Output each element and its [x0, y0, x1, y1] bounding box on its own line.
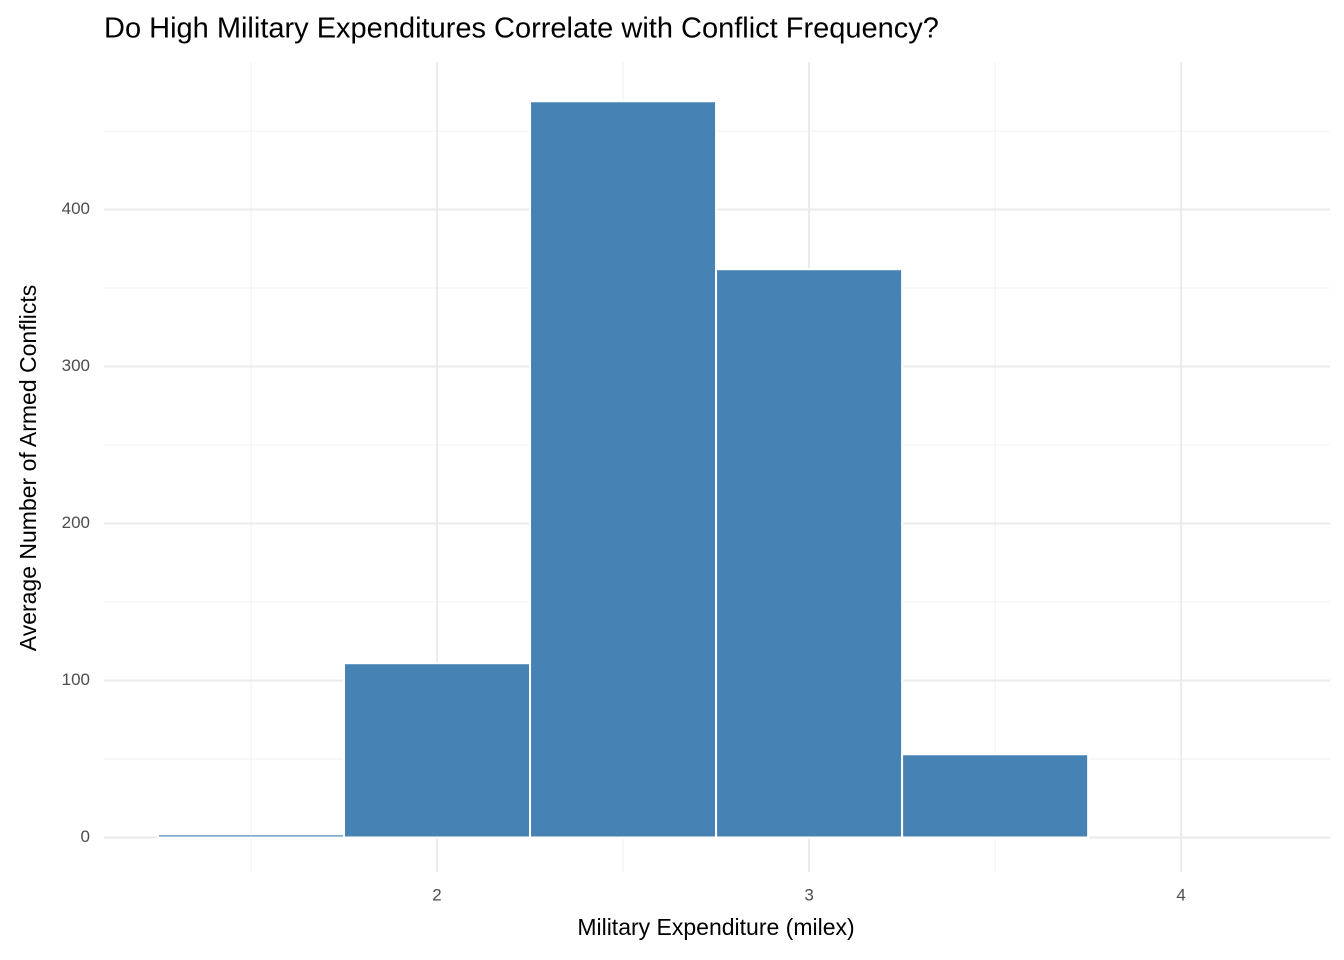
- bar: [901, 753, 1090, 839]
- y-tick-label: 100: [62, 670, 90, 689]
- y-axis-title: Average Number of Armed Conflicts: [15, 285, 41, 651]
- bar: [715, 268, 904, 839]
- bar: [529, 100, 718, 839]
- chart-title: Do High Military Expenditures Correlate …: [104, 13, 939, 45]
- y-tick-label: 0: [81, 827, 90, 846]
- x-axis-title: Military Expenditure (milex): [577, 914, 854, 940]
- x-tick-label: 4: [1176, 885, 1185, 904]
- y-tick-label: 400: [62, 199, 90, 218]
- x-tick-label: 2: [432, 885, 441, 904]
- bar: [342, 662, 532, 839]
- bar: [156, 833, 345, 839]
- y-tick-label: 200: [62, 513, 90, 532]
- y-tick-label: 300: [62, 356, 90, 375]
- x-tick-label: 3: [804, 885, 813, 904]
